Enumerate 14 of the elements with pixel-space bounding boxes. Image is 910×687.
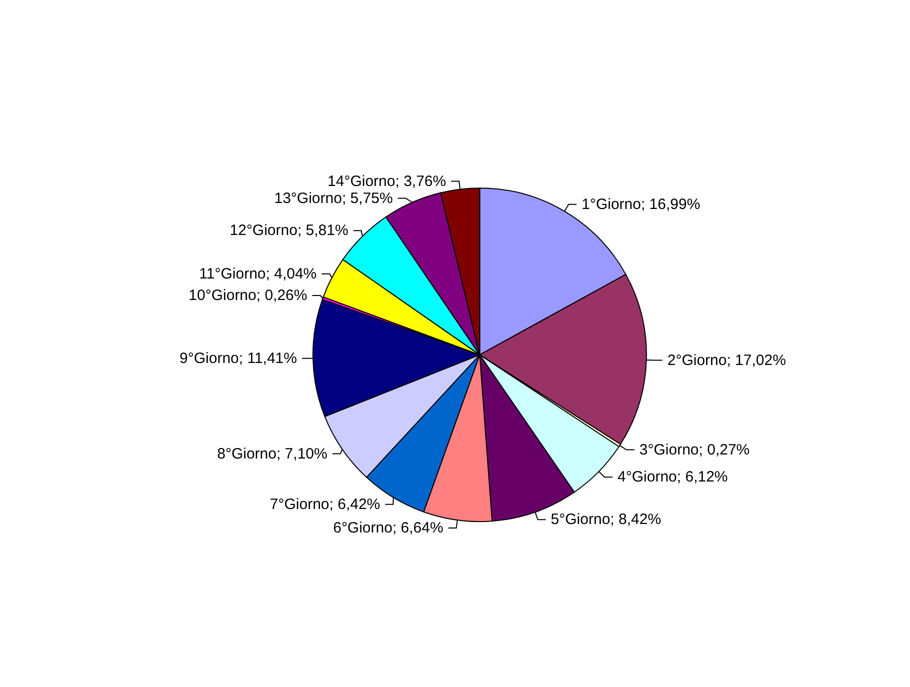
slice-label: 8°Giorno; 7,10%	[217, 445, 328, 462]
slice-label: 9°Giorno; 11,41%	[180, 350, 297, 367]
slice-label: 3°Giorno; 0,27%	[639, 441, 750, 458]
slice-label: 10°Giorno; 0,26%	[188, 287, 308, 304]
slice-label: 11°Giorno; 4,04%	[199, 265, 317, 282]
slice-label: 1°Giorno; 16,99%	[582, 196, 700, 213]
slice-label: 4°Giorno; 6,12%	[618, 468, 728, 486]
slice-label: 7°Giorno; 6,42%	[270, 496, 380, 513]
slice-label: 6°Giorno; 6,64%	[333, 520, 444, 537]
slice-label: 2°Giorno; 17,02%	[667, 352, 786, 369]
slice-label: 5°Giorno; 8,42%	[550, 511, 662, 528]
slice-label: 12°Giorno; 5,81%	[230, 222, 348, 240]
slice-label: 13°Giorno; 5,75%	[274, 190, 393, 207]
slice-label: 14°Giorno; 3,76%	[328, 172, 446, 190]
